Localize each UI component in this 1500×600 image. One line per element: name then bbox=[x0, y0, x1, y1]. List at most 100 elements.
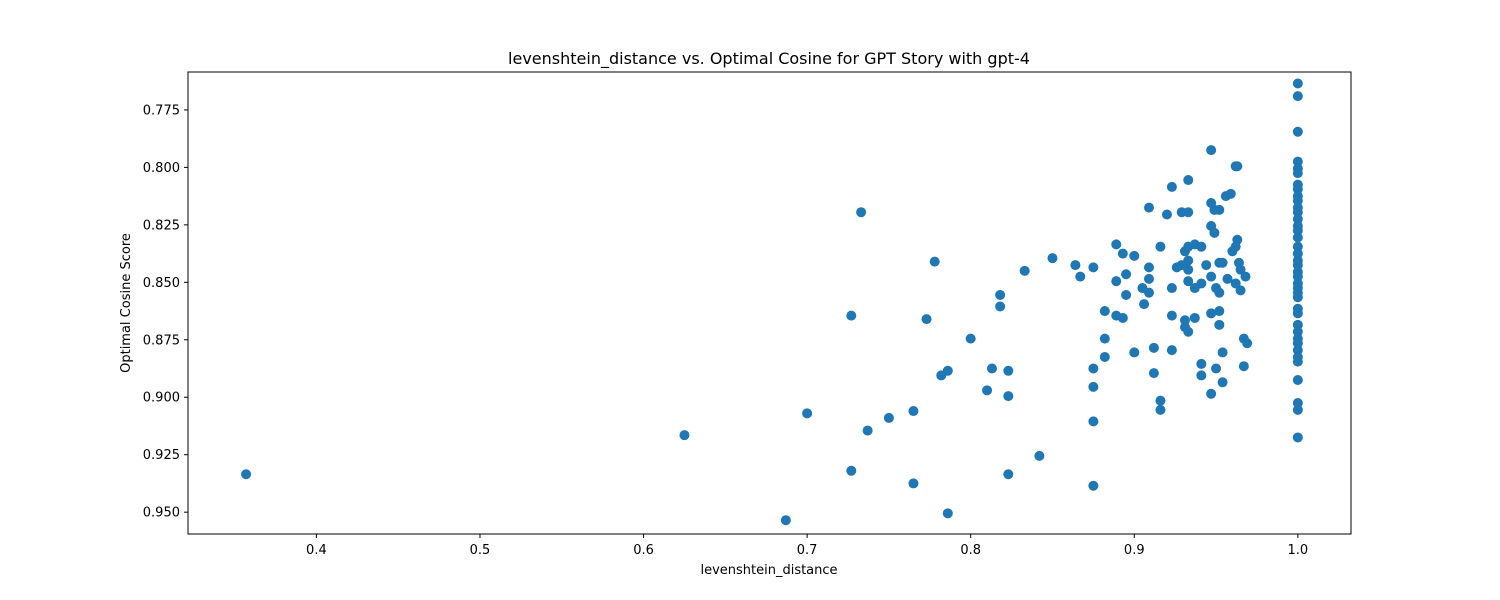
data-point bbox=[1155, 241, 1166, 252]
data-point bbox=[856, 207, 867, 218]
data-point bbox=[1155, 404, 1166, 415]
data-point bbox=[1183, 264, 1194, 275]
data-point bbox=[1214, 319, 1225, 330]
data-point bbox=[929, 256, 940, 267]
data-point bbox=[995, 301, 1006, 312]
data-point bbox=[1148, 368, 1159, 379]
data-point bbox=[1196, 278, 1207, 289]
data-point bbox=[1183, 207, 1194, 218]
data-point bbox=[1155, 395, 1166, 406]
data-point bbox=[942, 365, 953, 376]
data-point bbox=[1179, 315, 1190, 326]
data-point bbox=[1088, 416, 1099, 427]
data-point bbox=[1099, 352, 1110, 363]
data-point bbox=[1292, 345, 1303, 356]
data-point bbox=[1139, 299, 1150, 310]
y-tick-label: 0.950 bbox=[143, 506, 180, 521]
data-point bbox=[1003, 391, 1014, 402]
y-axis-ticks: 0.775 0.800 0.825 0.850 0.875 0.900 0.925 0.950 bbox=[143, 103, 188, 521]
x-axis-ticks: 0.4 0.5 0.6 0.7 0.8 0.9 1.0 bbox=[306, 534, 1308, 558]
data-point bbox=[1292, 78, 1303, 89]
data-point bbox=[1292, 168, 1303, 179]
data-point bbox=[1143, 262, 1154, 273]
data-point bbox=[1292, 338, 1303, 349]
data-point bbox=[241, 469, 252, 480]
plot-frame bbox=[187, 71, 1352, 535]
data-point bbox=[1292, 214, 1303, 225]
data-point bbox=[982, 385, 993, 396]
data-point bbox=[1121, 269, 1132, 280]
data-point bbox=[1217, 347, 1228, 358]
y-tick-label: 0.875 bbox=[143, 333, 180, 348]
x-tick-label: 1.0 bbox=[1287, 543, 1308, 558]
data-point bbox=[1201, 260, 1212, 271]
data-point bbox=[1143, 202, 1154, 213]
data-point bbox=[1292, 292, 1303, 303]
x-axis-label: levenshtein_distance bbox=[700, 563, 837, 578]
data-point bbox=[1240, 271, 1251, 282]
data-point bbox=[921, 314, 932, 325]
scatter-points bbox=[241, 78, 1303, 526]
data-point bbox=[1292, 225, 1303, 236]
data-point bbox=[1183, 175, 1194, 186]
data-point bbox=[780, 515, 791, 526]
data-point bbox=[1196, 241, 1207, 252]
data-point bbox=[1206, 308, 1217, 319]
x-tick-label: 0.6 bbox=[633, 543, 654, 558]
data-point bbox=[846, 465, 857, 476]
data-point bbox=[1211, 363, 1222, 374]
data-point bbox=[1292, 126, 1303, 137]
data-point bbox=[1292, 404, 1303, 415]
data-point bbox=[1075, 271, 1086, 282]
data-point bbox=[1003, 469, 1014, 480]
x-tick-label: 0.9 bbox=[1124, 543, 1145, 558]
data-point bbox=[908, 406, 919, 417]
y-axis-label: Optimal Cosine Score bbox=[119, 233, 134, 373]
data-point bbox=[1088, 363, 1099, 374]
data-point bbox=[1183, 326, 1194, 337]
x-tick-label: 0.7 bbox=[797, 543, 818, 558]
data-point bbox=[1230, 278, 1241, 289]
data-point bbox=[1292, 432, 1303, 443]
data-point bbox=[1166, 283, 1177, 294]
y-tick-label: 0.775 bbox=[143, 103, 180, 118]
data-point bbox=[1292, 375, 1303, 385]
x-tick-label: 0.8 bbox=[960, 543, 981, 558]
x-tick-label: 0.4 bbox=[306, 543, 327, 558]
data-point bbox=[908, 478, 919, 489]
data-point bbox=[1209, 227, 1220, 238]
data-point bbox=[1166, 310, 1177, 321]
data-point bbox=[1196, 370, 1207, 381]
data-point bbox=[1088, 262, 1099, 273]
data-point bbox=[1292, 91, 1303, 102]
data-point bbox=[862, 425, 873, 436]
y-tick-label: 0.850 bbox=[143, 276, 180, 291]
data-point bbox=[883, 412, 894, 423]
data-point bbox=[1214, 287, 1225, 298]
data-point bbox=[1206, 388, 1217, 399]
data-point bbox=[1292, 326, 1303, 337]
data-point bbox=[1292, 319, 1303, 330]
data-point bbox=[1232, 234, 1243, 245]
data-point bbox=[1183, 276, 1194, 287]
data-point bbox=[1238, 361, 1249, 372]
data-point bbox=[1161, 209, 1172, 220]
data-point bbox=[1196, 358, 1207, 369]
data-point bbox=[1235, 264, 1246, 275]
data-point bbox=[1292, 207, 1303, 218]
data-point bbox=[1099, 333, 1110, 344]
y-tick-label: 0.825 bbox=[143, 218, 180, 233]
data-point bbox=[1292, 271, 1303, 282]
chart-title: levenshtein_distance vs. Optimal Cosine … bbox=[508, 49, 1030, 69]
data-point bbox=[1070, 260, 1081, 271]
data-point bbox=[986, 363, 997, 374]
data-point bbox=[1166, 345, 1177, 356]
data-point bbox=[1292, 308, 1303, 319]
data-point bbox=[1292, 156, 1303, 167]
data-point bbox=[1019, 265, 1030, 276]
data-point bbox=[1217, 257, 1228, 268]
data-point bbox=[1292, 248, 1303, 259]
data-point bbox=[1088, 381, 1099, 392]
